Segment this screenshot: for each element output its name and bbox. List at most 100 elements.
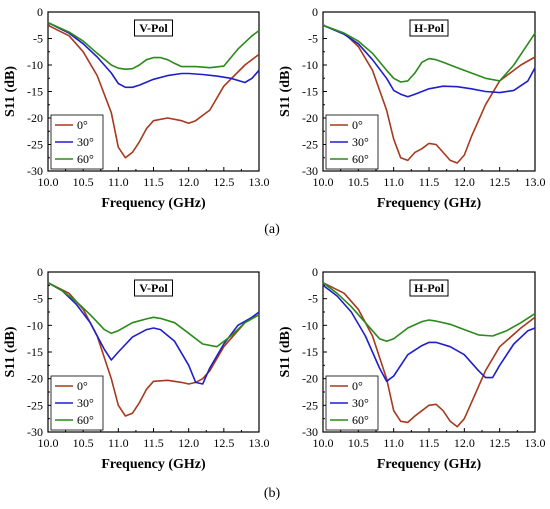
x-tick-label: 12.0 bbox=[178, 436, 199, 450]
x-tick-label: 13.0 bbox=[249, 436, 270, 450]
y-tick-label: 0 bbox=[312, 265, 318, 279]
x-axis-title: Frequency (GHz) bbox=[101, 457, 206, 472]
x-tick-label: 10.5 bbox=[73, 436, 94, 450]
series-line bbox=[322, 24, 536, 164]
series-line bbox=[322, 281, 536, 428]
x-axis-title: Frequency (GHz) bbox=[377, 196, 482, 211]
x-tick-label: 10.0 bbox=[313, 175, 334, 189]
x-tick-label: 12.5 bbox=[213, 175, 234, 189]
series-line bbox=[322, 24, 536, 98]
panel-label: H-Pol bbox=[414, 281, 445, 295]
chart-panel-2: 10.0 10.5 11.0 11.5 12.0 12.5 13.0 0 -5 -10 -15 -20… bbox=[278, 5, 546, 211]
y-tick-label: -15 bbox=[27, 85, 43, 99]
x-tick-label: 11.5 bbox=[419, 175, 440, 189]
y-tick-label: -25 bbox=[302, 398, 318, 412]
x-tick-label: 12.5 bbox=[489, 175, 510, 189]
panel-label-box bbox=[409, 19, 449, 37]
x-tick-label: 11.5 bbox=[143, 436, 164, 450]
x-tick-label: 12.0 bbox=[178, 175, 199, 189]
x-tick-label: 11.0 bbox=[383, 436, 404, 450]
x-tick-label: 12.5 bbox=[489, 436, 510, 450]
legend-label: 0° bbox=[77, 118, 88, 132]
series-line bbox=[47, 21, 260, 70]
y-tick-label: -10 bbox=[302, 318, 318, 332]
series-line bbox=[47, 24, 260, 159]
y-tick-label: -5 bbox=[33, 32, 43, 46]
chart-panel-4: 10.0 10.5 11.0 11.5 12.0 12.5 13.0 0 -5 -10 -15 -20… bbox=[278, 265, 546, 472]
figure-label-a: (a) bbox=[264, 222, 280, 237]
charts-layer: 10.0 10.5 11.0 11.5 12.0 12.5 13.0 0 -5 -10 -15 -20… bbox=[3, 5, 546, 472]
series-line bbox=[47, 282, 260, 385]
legend-label: 60° bbox=[77, 152, 94, 166]
x-tick-label: 11.5 bbox=[143, 175, 164, 189]
x-tick-label: 10.0 bbox=[38, 436, 59, 450]
y-axis-title: S11 (dB) bbox=[278, 326, 293, 377]
x-tick-label: 10.0 bbox=[313, 436, 334, 450]
series-line bbox=[322, 282, 536, 343]
x-tick-label: 10.0 bbox=[38, 175, 59, 189]
y-tick-label: -20 bbox=[27, 372, 43, 386]
x-tick-label: 12.0 bbox=[454, 436, 475, 450]
y-tick-label: -5 bbox=[33, 292, 43, 306]
panel-label-box bbox=[134, 19, 173, 37]
y-tick-label: -30 bbox=[302, 164, 318, 178]
x-tick-label: 12.5 bbox=[213, 436, 234, 450]
x-tick-label: 10.5 bbox=[348, 175, 369, 189]
x-axis-title: Frequency (GHz) bbox=[377, 457, 482, 472]
x-tick-label: 11.0 bbox=[108, 436, 129, 450]
y-axis-title: S11 (dB) bbox=[3, 326, 18, 377]
y-tick-label: -20 bbox=[302, 111, 318, 125]
x-tick-label: 13.0 bbox=[525, 436, 546, 450]
panel-label: V-Pol bbox=[139, 281, 168, 295]
y-tick-label: -30 bbox=[27, 425, 43, 439]
legend-label: 60° bbox=[77, 413, 94, 427]
chart-panel-1: 10.0 10.5 11.0 11.5 12.0 12.5 13.0 0 -5 -10 -15 -20… bbox=[3, 5, 270, 211]
legend-label: 0° bbox=[352, 118, 363, 132]
y-tick-label: -30 bbox=[27, 164, 43, 178]
y-tick-label: -5 bbox=[308, 292, 318, 306]
y-tick-label: -10 bbox=[302, 58, 318, 72]
legend-label: 0° bbox=[77, 379, 88, 393]
x-tick-label: 13.0 bbox=[525, 175, 546, 189]
y-tick-label: -20 bbox=[27, 111, 43, 125]
x-tick-label: 12.0 bbox=[454, 175, 475, 189]
panel-label-box bbox=[409, 279, 449, 297]
y-tick-label: 0 bbox=[37, 5, 43, 19]
panel-label: H-Pol bbox=[414, 21, 445, 35]
series-line bbox=[47, 282, 260, 348]
x-tick-label: 11.5 bbox=[419, 436, 440, 450]
y-tick-label: -15 bbox=[302, 345, 318, 359]
legend-label: 30° bbox=[77, 135, 94, 149]
series-line bbox=[47, 21, 260, 89]
y-tick-label: -25 bbox=[302, 138, 318, 152]
y-tick-label: -10 bbox=[27, 58, 43, 72]
x-axis-title: Frequency (GHz) bbox=[101, 196, 206, 211]
series-line bbox=[322, 24, 536, 83]
legend-label: 60° bbox=[352, 413, 369, 427]
y-tick-label: 0 bbox=[312, 5, 318, 19]
y-tick-label: -25 bbox=[27, 138, 43, 152]
chart-panel-3: 10.0 10.5 11.0 11.5 12.0 12.5 13.0 0 -5 -10 -15 -20… bbox=[3, 265, 270, 472]
x-tick-label: 10.5 bbox=[73, 175, 94, 189]
y-tick-label: 0 bbox=[37, 265, 43, 279]
legend-label: 30° bbox=[77, 396, 94, 410]
legend-label: 30° bbox=[352, 135, 369, 149]
y-axis-title: S11 (dB) bbox=[3, 66, 18, 117]
y-tick-label: -30 bbox=[302, 425, 318, 439]
y-tick-label: -15 bbox=[302, 85, 318, 99]
panel-label-box bbox=[134, 279, 173, 297]
y-tick-label: -5 bbox=[308, 32, 318, 46]
panel-label: V-Pol bbox=[139, 21, 168, 35]
x-tick-label: 13.0 bbox=[249, 175, 270, 189]
x-tick-label: 11.0 bbox=[383, 175, 404, 189]
x-tick-label: 11.0 bbox=[108, 175, 129, 189]
figure-label-b: (b) bbox=[264, 486, 281, 501]
y-tick-label: -25 bbox=[27, 398, 43, 412]
legend-label: 30° bbox=[352, 396, 369, 410]
legend-label: 60° bbox=[352, 152, 369, 166]
y-axis-title: S11 (dB) bbox=[278, 66, 293, 117]
y-tick-label: -15 bbox=[27, 345, 43, 359]
y-tick-label: -20 bbox=[302, 372, 318, 386]
x-tick-label: 10.5 bbox=[348, 436, 369, 450]
